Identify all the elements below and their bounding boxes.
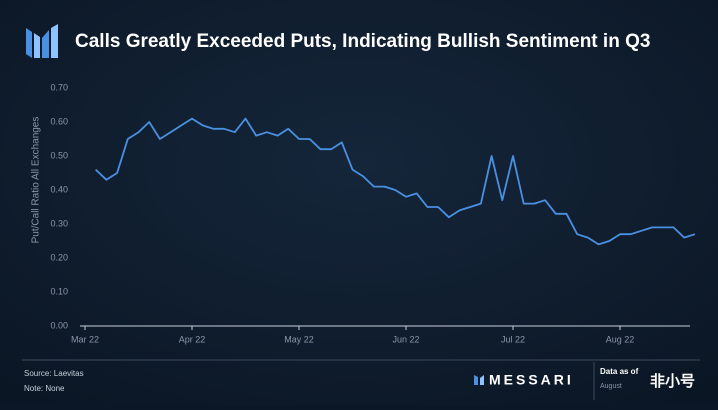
- footer-date: August: [600, 383, 622, 390]
- brand-name: MESSARI: [489, 372, 574, 388]
- x-tick-label: May 22: [284, 334, 314, 344]
- y-tick-label: 0.20: [50, 252, 68, 262]
- data-line: [95, 117, 696, 246]
- y-tick-label: 0.50: [50, 150, 68, 160]
- y-tick-label: 0.70: [50, 82, 68, 92]
- logo: [26, 24, 58, 58]
- footer-note: Note: None: [24, 384, 65, 393]
- x-tick-label: Jul 22: [501, 334, 525, 344]
- x-tick-label: Apr 22: [179, 334, 206, 344]
- x-tick-label: Aug 22: [606, 334, 635, 344]
- brand-logo: [474, 375, 484, 385]
- x-tick-label: Jun 22: [392, 334, 419, 344]
- x-tick-label: Mar 22: [71, 334, 99, 344]
- footer-source: Source: Laevitas: [24, 369, 84, 378]
- y-tick-label: 0.40: [50, 184, 68, 194]
- y-tick-label: 0.00: [50, 320, 68, 330]
- y-tick-label: 0.10: [50, 286, 68, 296]
- y-axis-label: Put/Call Ratio All Exchanges: [31, 117, 42, 244]
- watermark: 非小号: [650, 372, 695, 390]
- footer-data-as-of: Data as of: [600, 367, 639, 376]
- y-tick-label: 0.30: [50, 218, 68, 228]
- chart-title: Calls Greatly Exceeded Puts, Indicating …: [75, 31, 650, 52]
- y-tick-label: 0.60: [50, 116, 68, 126]
